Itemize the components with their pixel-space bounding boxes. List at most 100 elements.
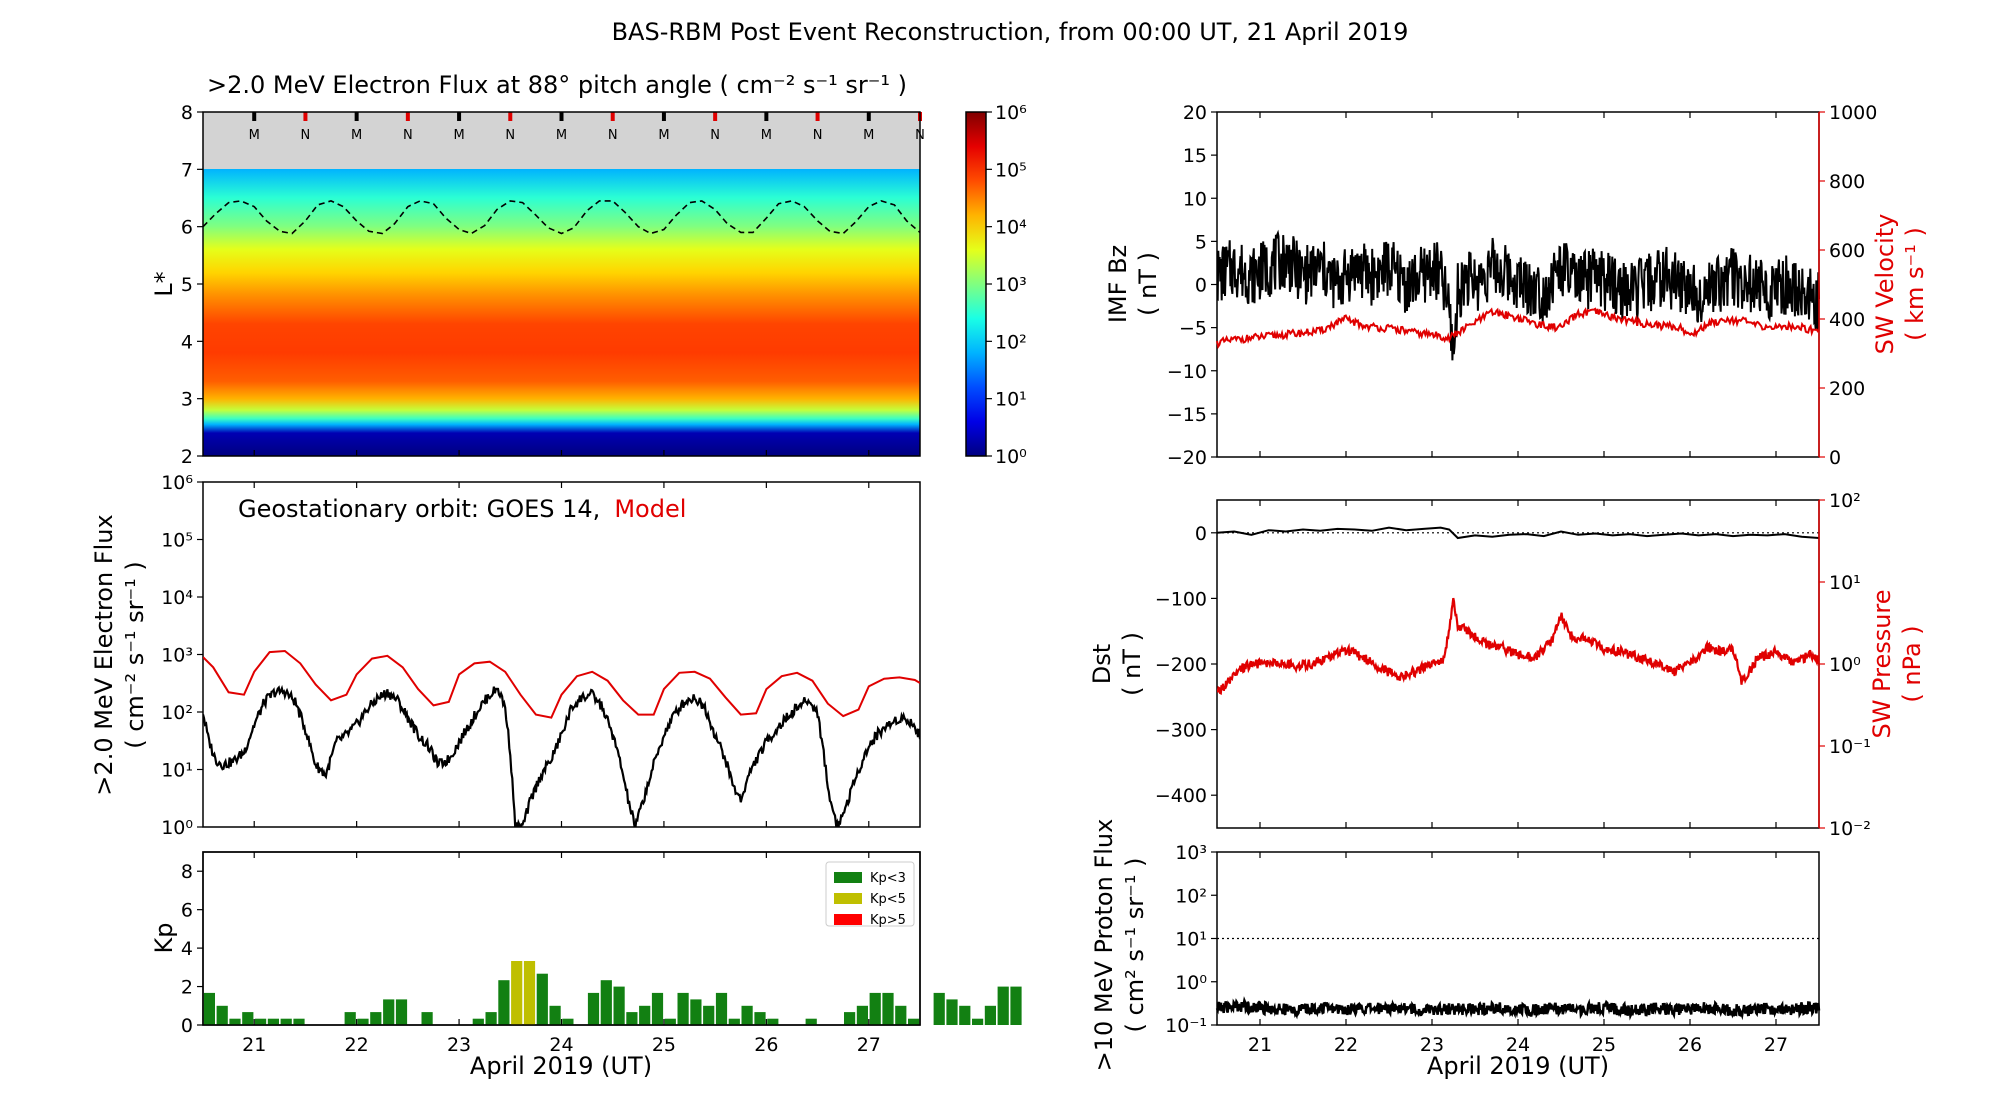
kp-bar: [511, 961, 523, 1025]
heatmap-y-label: 5: [181, 274, 193, 296]
panel-imf-sw: 20 15 10 5 0 −5 −10 −15 −20 0 200 400 600 800 1000 IM…: [1104, 102, 1929, 469]
kp-bar: [703, 1005, 715, 1025]
proton-y-label: 10²: [1175, 885, 1207, 907]
kp-y-label: 2: [181, 977, 193, 999]
geo-flux-ylabel-units: ( cm⁻² s⁻¹ sr⁻¹ ): [121, 561, 149, 749]
geo-flux-y-label: 10⁶: [161, 472, 193, 494]
imf-y-label: −5: [1179, 318, 1207, 340]
x-tick-label: 21: [242, 1034, 266, 1056]
kp-bar: [536, 973, 548, 1025]
kp-bar: [997, 986, 1009, 1025]
kp-bar: [229, 1018, 241, 1025]
kp-bar: [562, 1018, 574, 1025]
kp-legend-swatch: [834, 914, 862, 925]
kp-bar: [754, 1012, 766, 1025]
heatmap-y-label: 4: [181, 331, 193, 353]
kp-bar: [869, 992, 881, 1025]
geo-flux-y-label: 10²: [161, 702, 193, 724]
kp-bar: [549, 1005, 561, 1025]
figure-title: BAS-RBM Post Event Reconstruction, from …: [612, 18, 1409, 46]
sw-pressure-y-label: 10⁰: [1829, 654, 1861, 676]
heatmap-ylabel: L*: [150, 271, 178, 296]
kp-bar: [959, 1005, 971, 1025]
sw-velocity-ylabel-units: ( km s⁻¹ ): [1901, 227, 1929, 341]
proton-y-label: 10¹: [1175, 929, 1207, 951]
kp-bar: [395, 999, 408, 1025]
kp-legend: Kp<3 Kp<5 Kp>5: [825, 861, 915, 928]
dst-y-label: 0: [1195, 523, 1207, 545]
geo-flux-annotation-model: Model: [614, 495, 686, 523]
panel-lstar-heatmap: >2.0 MeV Electron Flux at 88° pitch angl…: [150, 71, 925, 468]
colorbar-tick-label: 10²: [995, 331, 1027, 353]
kp-bar: [895, 1005, 907, 1025]
kp-bar: [383, 999, 395, 1025]
left-x-axis-label: April 2019 (UT): [470, 1052, 652, 1080]
imf-y-label: 15: [1183, 145, 1207, 167]
geo-flux-y-label: 10⁴: [161, 587, 193, 609]
orbit-marker-label: M: [249, 128, 260, 143]
heatmap-dashed-boundary: [202, 200, 921, 235]
kp-y-label: 8: [181, 861, 193, 883]
kp-bar: [677, 992, 689, 1025]
sw-velocity-y-label: 0: [1829, 447, 1841, 469]
x-tick-label: 22: [345, 1034, 369, 1056]
x-tick-label: 25: [652, 1034, 676, 1056]
orbit-marker-label: N: [710, 128, 720, 143]
kp-ylabel: Kp: [150, 923, 178, 954]
dst-y-label: −200: [1155, 654, 1207, 676]
colorbar-tick-label: 10³: [995, 274, 1027, 296]
panel-geo-flux: Geostationary orbit: GOES 14, Model 10⁰10…: [90, 472, 921, 839]
kp-bar: [844, 1012, 856, 1025]
geo-flux-frame: [202, 481, 921, 828]
panel-proton-flux: 10⁻¹ 10⁰ 10¹ 10² 10³ 21 22 23 24 25 26 27 >10 MeV …: [1090, 819, 1821, 1080]
right-x-axis-label: April 2019 (UT): [1427, 1052, 1609, 1080]
kp-bar: [421, 1012, 433, 1025]
orbit-marker-label: N: [813, 128, 823, 143]
kp-y-ticks: 0 2 4 6 8: [181, 861, 203, 1037]
kp-y-label: 0: [181, 1015, 193, 1037]
sw-pressure-right-y-ticks: 10⁻² 10⁻¹ 10⁰ 10¹ 10²: [1819, 490, 1871, 840]
x-tick-label: 27: [1764, 1034, 1788, 1056]
heatmap-no-data-region: [203, 112, 920, 169]
sw-velocity-y-label: 400: [1829, 309, 1865, 331]
kp-bar: [1010, 986, 1022, 1025]
kp-legend-label: Kp>5: [870, 913, 906, 928]
sw-velocity-y-label: 800: [1829, 171, 1865, 193]
sw-pressure-ylabel: SW Pressure: [1868, 589, 1896, 738]
proton-ylabel: >10 MeV Proton Flux: [1090, 819, 1118, 1072]
sw-pressure-ylabel-units: ( nPa ): [1898, 625, 1926, 702]
heatmap-y-label: 6: [181, 217, 193, 239]
x-tick-label: 24: [1506, 1034, 1530, 1056]
heatmap-y-label: 3: [181, 389, 193, 411]
imf-y-label: −10: [1167, 361, 1207, 383]
imf-y-label: 0: [1195, 275, 1207, 297]
geo-flux-y-label: 10⁵: [161, 530, 193, 552]
kp-bar: [690, 999, 702, 1025]
kp-bar: [280, 1018, 292, 1025]
orbit-marker-label: M: [658, 128, 669, 143]
proton-x-ticks: 21 22 23 24 25 26 27: [1248, 852, 1788, 1056]
proton-y-label: 10⁰: [1175, 972, 1207, 994]
heatmap-y-label: 8: [181, 102, 193, 124]
heatmap-title: >2.0 MeV Electron Flux at 88° pitch angl…: [207, 71, 907, 99]
geo-flux-annotation-text: Geostationary orbit: GOES 14,: [238, 495, 600, 523]
orbit-marker-label: M: [351, 128, 362, 143]
colorbar-tick-label: 10⁵: [995, 159, 1027, 181]
kp-legend-swatch: [834, 872, 862, 883]
kp-bar: [216, 1005, 228, 1025]
kp-y-label: 6: [181, 900, 193, 922]
imf-y-label: −20: [1167, 447, 1207, 469]
dst-frame: [1216, 499, 1820, 829]
kp-bar: [626, 1012, 638, 1025]
orbit-marker-label: N: [505, 128, 515, 143]
imf-left-y-ticks: 20 15 10 5 0 −5 −10 −15 −20: [1167, 102, 1217, 469]
x-tick-label: 23: [447, 1034, 471, 1056]
kp-legend-swatch: [834, 893, 862, 904]
kp-bar: [651, 992, 664, 1025]
proton-y-ticks: 10⁻¹ 10⁰ 10¹ 10² 10³: [1165, 842, 1217, 1037]
kp-bar: [293, 1018, 305, 1025]
sw-pressure-y-label: 10²: [1829, 490, 1861, 512]
sw-velocity-y-label: 1000: [1829, 102, 1877, 124]
